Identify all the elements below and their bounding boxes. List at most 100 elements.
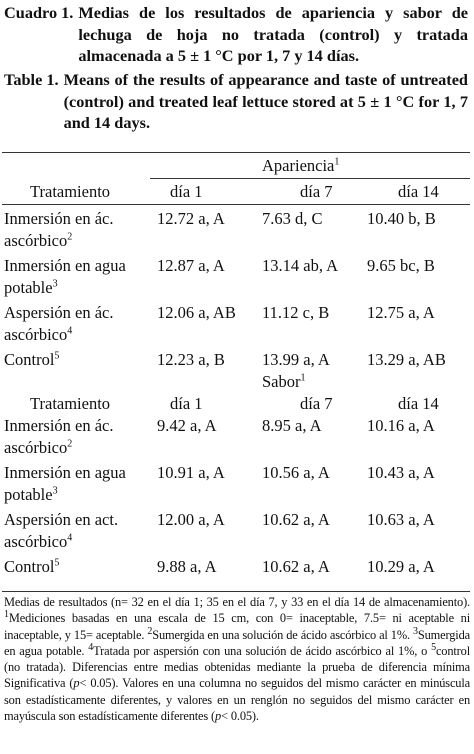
footnote-text: Tratada por aspersión con una solución d… [93,643,432,658]
superscript: 4 [67,532,73,544]
cell-value: 8.95 a, A [262,416,322,435]
caption-label: Cuadro 1. [4,3,74,22]
caption-en: Table 1. Means of the results of appeara… [4,69,468,134]
cell-value: 13.29 a, AB [367,350,446,369]
caption-label: Table 1. [4,70,59,89]
treatment: Inmersión en ác. [4,415,114,437]
cell-value: 12.87 a, A [157,256,225,275]
cell-value: 10.16 a, A [367,416,435,435]
column-header: día 14 [398,394,439,413]
cell-value: 9.42 a, A [157,416,217,435]
treatment: ascórbico2 [4,230,72,252]
treatment: Aspersión en act. [4,509,118,531]
treatment-text: Aspersión en ác. [4,303,114,322]
superscript: 1 [334,156,340,168]
cell-value: 7.63 d, C [262,209,323,228]
superscript: 3 [52,278,58,290]
treatment: ascórbico2 [4,437,72,459]
cell-value: 12.06 a, AB [157,303,236,322]
treatment: potable3 [4,277,58,299]
section-title: Sabor1 [262,371,306,393]
treatment: ascórbico4 [4,531,72,553]
superscript: 2 [67,438,73,450]
cell-value: 10.63 a, A [367,510,435,529]
cell-value: 10.29 a, A [367,557,435,576]
treatment: Inmersión en agua [4,255,126,277]
superscript: 5 [54,350,60,362]
caption-es: Cuadro 1. Medias de los resultados de ap… [4,2,468,67]
superscript: 5 [54,557,60,569]
section-title-text: Apariencia [262,156,335,175]
header-rule [2,204,470,205]
treatment-text: ascórbico [4,438,68,457]
cell-value: 10.91 a, A [157,463,225,482]
sub-rule [150,178,470,179]
footnote-text: Sumergida en agua potable. [4,627,470,658]
treatment: Aspersión en ác. [4,302,114,324]
cell-value: 10.43 a, A [367,463,435,482]
footnote-text: Mediciones basadas en una escala de 15 c… [4,611,470,642]
footnote-text: < 0.05). Valores en una columna no segui… [4,676,470,724]
cell-value: 10.62 a, A [262,510,330,529]
cell-value: 10.40 b, B [367,209,436,228]
treatment-text: ascórbico [4,325,68,344]
footnote-text: < 0.05). [221,709,259,724]
treatment: potable3 [4,484,58,506]
treatment-text: ascórbico [4,532,68,551]
column-header: día 1 [170,394,203,413]
caption-text: Medias de los resultados de apariencia y… [78,3,468,65]
footnote: Medias de resultados (n= 32 en el día 1;… [4,594,470,724]
treatment: Inmersión en ác. [4,208,114,230]
section-title-text: Sabor [262,372,301,391]
footnote-text: Medias de resultados (n= 32 en el día 1;… [4,595,470,609]
superscript: 4 [67,325,73,337]
cell-value: 12.75 a, A [367,303,435,322]
column-header: día 1 [170,182,203,201]
column-header: día 7 [300,182,333,201]
cell-value: 10.62 a, A [262,557,330,576]
superscript: 2 [67,231,73,243]
treatment-text: Inmersión en ác. [4,209,114,228]
cell-value: 13.99 a, A [262,350,330,369]
treatment-text: potable [4,278,53,297]
cell-value: 9.65 bc, B [367,256,435,275]
treatment-text: Inmersión en ác. [4,416,114,435]
column-header: Tratamiento [30,182,111,201]
footnote-italic: p [215,709,222,724]
superscript: 4 [88,641,94,653]
column-header: Tratamiento [30,394,111,413]
section-title: Apariencia1 [262,155,339,177]
treatment: ascórbico4 [4,324,72,346]
cell-value: 10.56 a, A [262,463,330,482]
cell-value: 13.14 ab, A [262,256,339,275]
treatment-text: ascórbico [4,231,68,250]
cell-value: 12.72 a, A [157,209,225,228]
treatment: Control5 [4,556,59,578]
treatment-text: Aspersión en act. [4,510,119,529]
column-header: día 7 [300,394,333,413]
treatment: Control5 [4,349,59,371]
treatment-text: Inmersión en agua [4,256,126,275]
bottom-rule [2,591,470,592]
superscript: 1 [300,372,306,384]
footnote-text: control (no tratada). Diferencias entre … [4,643,470,691]
cell-value: 9.88 a, A [157,557,217,576]
superscript: 3 [413,625,418,637]
column-header: día 14 [398,182,439,201]
cell-value: 12.23 a, B [157,350,225,369]
superscript: 5 [431,641,436,653]
treatment-text: Inmersión en agua [4,463,126,482]
cell-value: 12.00 a, A [157,510,225,529]
superscript: 3 [52,485,58,497]
superscript: 1 [4,609,9,621]
treatment: Inmersión en agua [4,462,126,484]
treatment-text: Control [4,350,55,369]
superscript: 2 [147,625,153,637]
top-rule [2,152,470,153]
footnote-text: Sumergida en una solución de ácido ascór… [152,627,414,642]
caption-text: Means of the results of appearance and t… [63,70,468,132]
treatment-text: potable [4,485,53,504]
treatment-text: Control [4,557,55,576]
cell-value: 11.12 c, B [262,303,330,322]
